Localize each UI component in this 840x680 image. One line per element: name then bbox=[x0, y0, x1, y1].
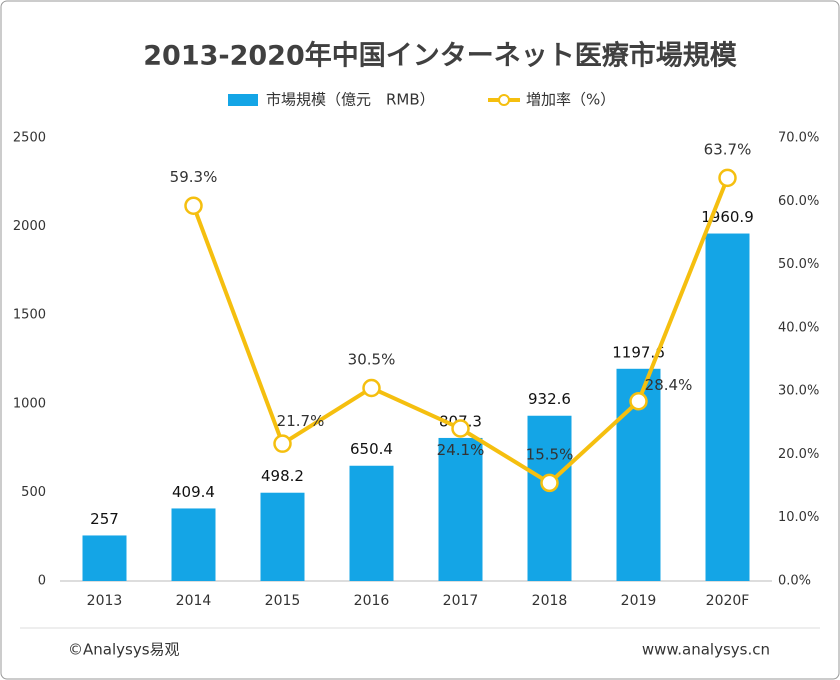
x-tick-label: 2015 bbox=[265, 593, 301, 609]
y-tick-label: 2000 bbox=[13, 219, 46, 234]
line-label: 63.7% bbox=[704, 140, 752, 158]
line-marker bbox=[451, 419, 470, 438]
x-tick-label: 2016 bbox=[354, 593, 390, 609]
legend-label: 市場規模（億元 RMB） bbox=[266, 91, 435, 109]
y2-tick-label: 30.0% bbox=[778, 384, 819, 399]
x-tick-label: 2014 bbox=[176, 593, 212, 609]
legend-swatch bbox=[228, 94, 258, 106]
bar bbox=[82, 535, 127, 581]
y2-tick-label: 20.0% bbox=[778, 447, 819, 462]
bar-label: 932.6 bbox=[528, 390, 571, 408]
bar bbox=[527, 415, 572, 581]
y-tick-label: 500 bbox=[21, 485, 46, 500]
legend-swatch bbox=[498, 94, 510, 106]
line-label: 30.5% bbox=[348, 350, 396, 368]
legend-label: 増加率（%） bbox=[526, 91, 615, 109]
y-tick-label: 1000 bbox=[13, 396, 46, 411]
y2-tick-label: 10.0% bbox=[778, 510, 819, 525]
bar bbox=[171, 508, 216, 581]
y2-tick-label: 70.0% bbox=[778, 131, 819, 146]
bar-label: 257 bbox=[90, 510, 119, 528]
y2-tick-label: 50.0% bbox=[778, 257, 819, 272]
line-marker bbox=[629, 392, 648, 411]
footer-right: www.analysys.cn bbox=[642, 641, 770, 659]
bar-label: 650.4 bbox=[350, 440, 393, 458]
line-marker bbox=[184, 196, 203, 215]
y-tick-label: 0 bbox=[38, 574, 46, 589]
line-marker bbox=[718, 168, 737, 188]
line-label: 24.1% bbox=[437, 441, 485, 459]
bar-label: 409.4 bbox=[172, 483, 215, 501]
line-marker bbox=[362, 378, 381, 398]
bar bbox=[349, 465, 394, 581]
y2-tick-label: 40.0% bbox=[778, 320, 819, 335]
bar bbox=[260, 492, 305, 581]
y-tick-label: 2500 bbox=[13, 131, 46, 146]
y2-tick-label: 0.0% bbox=[778, 574, 811, 589]
x-tick-label: 2018 bbox=[532, 593, 568, 609]
x-tick-label: 2019 bbox=[621, 593, 657, 609]
bar bbox=[705, 233, 750, 582]
line-label: 59.3% bbox=[170, 168, 218, 186]
line-label: 15.5% bbox=[526, 445, 574, 463]
bar-label: 498.2 bbox=[261, 467, 304, 485]
line-marker bbox=[273, 434, 292, 453]
y-tick-label: 1500 bbox=[13, 308, 46, 323]
x-tick-label: 2020F bbox=[706, 593, 750, 609]
y2-tick-label: 60.0% bbox=[778, 194, 819, 209]
x-tick-label: 2017 bbox=[443, 593, 479, 609]
footer-left: ©Analysys易观 bbox=[68, 641, 180, 659]
line-label: 21.7% bbox=[277, 412, 325, 430]
line-label: 28.4% bbox=[645, 376, 693, 394]
line-marker bbox=[540, 473, 559, 493]
bar bbox=[438, 437, 483, 581]
bar-label: 1197.6 bbox=[612, 343, 665, 361]
x-tick-label: 2013 bbox=[87, 593, 123, 609]
chart-title: 2013-2020年中国インターネット医療市場規模 bbox=[143, 40, 737, 72]
